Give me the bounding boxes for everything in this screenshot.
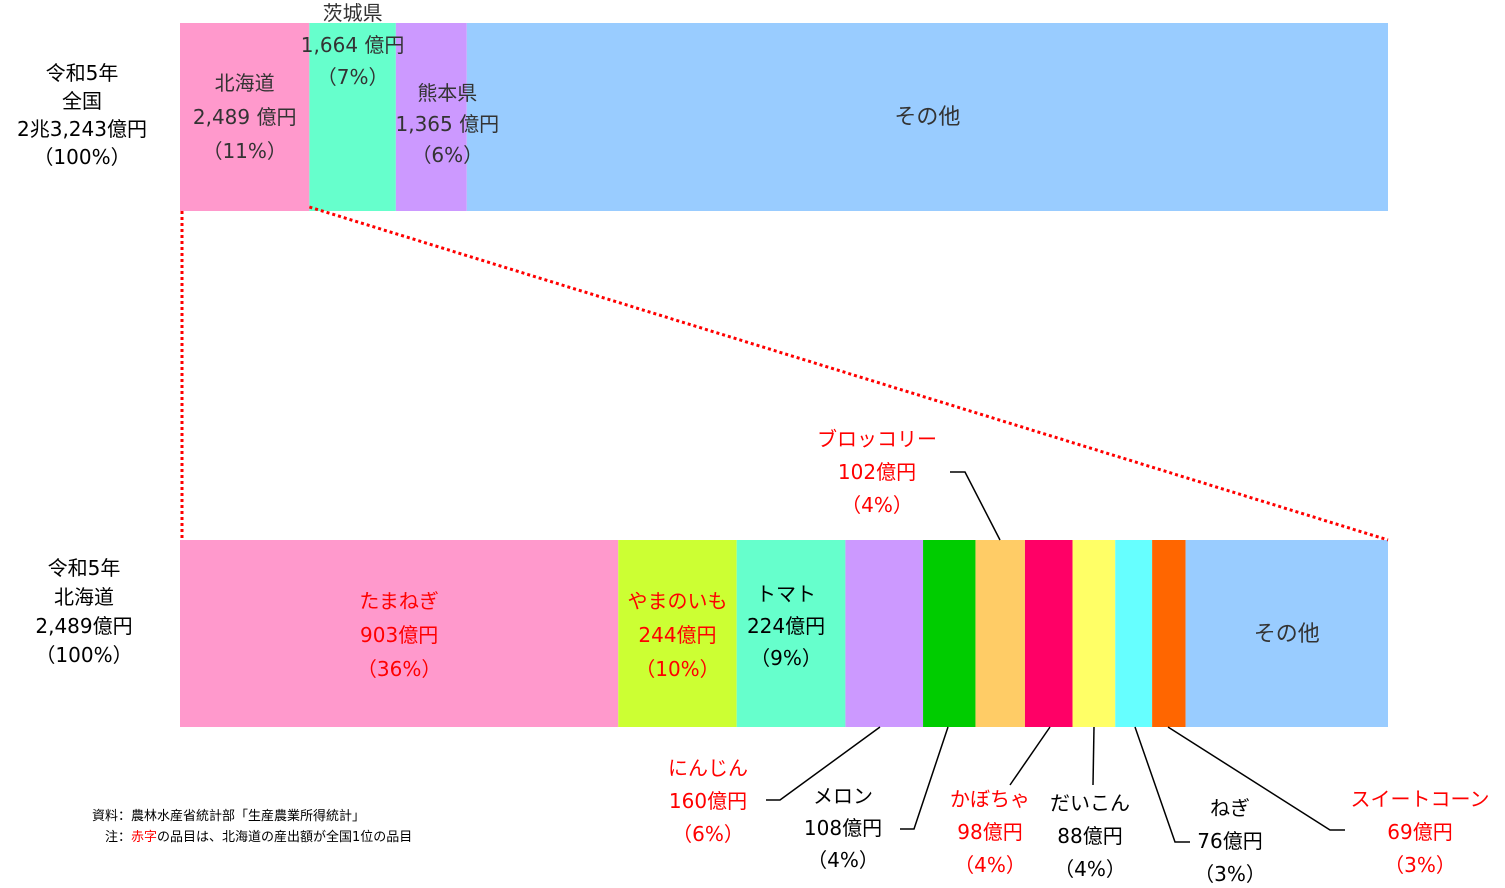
- hokkaido-label-3: にんじん: [668, 756, 748, 780]
- hokkaido-row-label: 令和5年: [48, 556, 121, 580]
- leader-9: [1167, 726, 1345, 831]
- hokkaido-label-6: かぼちゃ: [950, 787, 1030, 811]
- hokkaido-bar-10: [1185, 540, 1388, 727]
- hokkaido-label-9: 69億円: [1387, 820, 1452, 844]
- footnote-rest: の品目は、北海道の産出額が全国1位の品目: [157, 830, 413, 845]
- hokkaido-label-1: 244億円: [638, 623, 716, 647]
- hokkaido-label-2: （9%）: [750, 646, 822, 670]
- hokkaido-label-3: 160億円: [669, 789, 747, 813]
- hokkaido-label-2: 224億円: [747, 614, 825, 638]
- hokkaido-label-6: （4%）: [954, 853, 1026, 877]
- hokkaido-label-8: （3%）: [1194, 862, 1266, 886]
- hokkaido-bar-7: [1072, 540, 1116, 727]
- hokkaido-bar-8: [1115, 540, 1153, 727]
- hokkaido-bar-3: [845, 540, 924, 727]
- hokkaido-row-label: 北海道: [54, 585, 114, 609]
- hokkaido-label-0: たまねぎ: [359, 589, 438, 613]
- national-bar-1: [309, 23, 396, 211]
- hokkaido-label-5: 102億円: [838, 460, 916, 484]
- hokkaido-bar-1: [618, 540, 737, 727]
- leader-3: [766, 726, 881, 801]
- hokkaido-label-1: （10%）: [635, 657, 719, 681]
- hokkaido-label-7: だいこん: [1050, 791, 1130, 815]
- hokkaido-bar-4: [923, 540, 976, 727]
- national-row-label: 2兆3,243億円: [17, 117, 147, 141]
- hokkaido-label-1: やまのいも: [627, 589, 727, 613]
- national-label-2: 1,365 億円: [396, 112, 500, 136]
- hokkaido-label-5: （4%）: [841, 493, 913, 517]
- hokkaido-label-8: ねぎ: [1210, 796, 1250, 820]
- leader-7: [1092, 726, 1095, 786]
- national-label-1: 1,664 億円: [301, 33, 405, 57]
- national-bar-0: [180, 23, 310, 211]
- hokkaido-row-label: 2,489億円: [35, 614, 132, 638]
- national-label-0: （11%）: [202, 139, 286, 163]
- national-label-1: （7%）: [317, 65, 389, 89]
- hokkaido-bar-5: [975, 540, 1025, 727]
- hokkaido-bar-6: [1024, 540, 1073, 727]
- hokkaido-row-label: （100%）: [35, 643, 132, 667]
- national-row-label: 全国: [62, 89, 102, 113]
- hokkaido-label-3: （6%）: [672, 822, 744, 846]
- national-row-label: （100%）: [33, 145, 130, 169]
- footnote-prefix: 注：: [105, 830, 132, 845]
- source-note: 資料：農林水産省統計部「生産農業所得統計」: [92, 809, 366, 824]
- hokkaido-bar-9: [1152, 540, 1186, 727]
- leader-6: [1009, 726, 1051, 786]
- national-bar-3: [466, 23, 1388, 211]
- leader-4: [900, 726, 949, 830]
- connector-right: [308, 205, 1389, 542]
- footnote-red-text: 赤字: [131, 830, 158, 845]
- leader-5: [950, 471, 1001, 541]
- hokkaido-label-8: 76億円: [1197, 829, 1262, 853]
- leader-8: [1134, 726, 1190, 843]
- hokkaido-label-9: スイートコーン: [1351, 787, 1490, 811]
- hokkaido-label-4: （4%）: [807, 848, 879, 872]
- hokkaido-label-4: 108億円: [804, 816, 882, 840]
- hokkaido-bar-0: [180, 540, 619, 727]
- hokkaido-bar-2: [736, 540, 846, 727]
- national-bar-2: [395, 23, 467, 211]
- national-label-1: 茨城県: [323, 1, 383, 25]
- national-label-3: その他: [894, 105, 960, 130]
- hokkaido-label-5: ブロッコリー: [817, 427, 937, 451]
- footnote: 注：赤字の品目は、北海道の産出額が全国1位の品目: [105, 826, 412, 845]
- national-label-2: 熊本県: [417, 81, 477, 105]
- hokkaido-label-7: （4%）: [1054, 857, 1126, 881]
- national-row-label: 令和5年: [46, 61, 119, 85]
- national-label-0: 北海道: [215, 71, 275, 95]
- hokkaido-label-7: 88億円: [1057, 824, 1122, 848]
- hokkaido-label-2: トマト: [756, 582, 816, 606]
- hokkaido-label-0: 903億円: [360, 623, 438, 647]
- hokkaido-label-6: 98億円: [957, 820, 1022, 844]
- national-label-2: （6%）: [411, 143, 483, 167]
- national-label-0: 2,489 億円: [193, 105, 297, 129]
- hokkaido-label-0: （36%）: [357, 657, 441, 681]
- hokkaido-label-4: メロン: [813, 784, 873, 808]
- hokkaido-label-9: （3%）: [1384, 853, 1456, 877]
- hokkaido-label-10: その他: [1254, 622, 1320, 647]
